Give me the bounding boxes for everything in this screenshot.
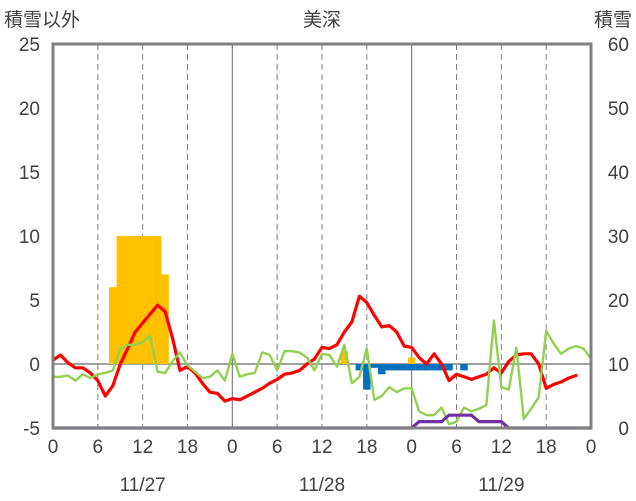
series-line-2	[51, 319, 593, 426]
y-tick-left: 10	[19, 227, 40, 248]
x-tick: 6	[93, 437, 104, 458]
chart-title: 美深	[303, 9, 341, 31]
bar-negative	[422, 364, 431, 371]
x-tick: 0	[48, 437, 59, 458]
bar-negative	[407, 364, 416, 371]
frame-rect	[51, 42, 593, 430]
series-lines	[51, 294, 593, 430]
date-labels: 11/27 11/28 11/29	[120, 475, 525, 496]
bar-negative	[385, 364, 393, 371]
x-tick: 6	[451, 437, 462, 458]
x-tick: 0	[406, 437, 417, 458]
y-tick-left: 5	[29, 291, 40, 312]
y-tick-left: 20	[19, 99, 40, 120]
x-tick: 0	[227, 437, 238, 458]
bar-negative	[370, 364, 379, 368]
y-ticks-right: 60 50 40 30 20 10 0	[608, 35, 629, 440]
bar-positive	[131, 236, 139, 364]
x-tick: 18	[177, 437, 198, 458]
bar-positive	[109, 287, 117, 364]
x-tick: 12	[491, 437, 512, 458]
bar-negative	[378, 364, 386, 375]
bars	[109, 236, 468, 390]
y-tick-right: 0	[618, 419, 629, 440]
y-tick-right: 60	[608, 35, 629, 56]
bar-negative	[415, 364, 423, 371]
date-label: 11/27	[120, 475, 166, 496]
bar-positive	[340, 351, 349, 364]
bar-negative	[430, 364, 438, 371]
y-tick-right: 20	[608, 291, 629, 312]
y-tick-left: 0	[29, 355, 40, 376]
x-tick: 0	[586, 437, 597, 458]
bar-positive	[123, 236, 132, 364]
y-tick-left: 15	[19, 163, 40, 184]
bar-positive	[161, 274, 169, 364]
bar-negative	[400, 364, 408, 371]
y-tick-left: 25	[19, 35, 40, 56]
bar-positive	[138, 236, 147, 364]
x-tick: 12	[132, 437, 153, 458]
bar-positive	[116, 236, 124, 364]
x-tick: 12	[311, 437, 332, 458]
bar-positive	[153, 236, 162, 364]
x-tick: 18	[356, 437, 377, 458]
bar-negative	[460, 364, 468, 371]
x-tick: 6	[272, 437, 283, 458]
bar-negative	[355, 364, 364, 371]
series-line-3	[51, 413, 593, 430]
y-tick-right: 40	[608, 163, 629, 184]
bar-negative	[445, 364, 453, 371]
y-tick-right: 10	[608, 355, 629, 376]
x-tick: 18	[536, 437, 557, 458]
plot-frame	[51, 42, 593, 430]
y-tick-left: -5	[23, 419, 40, 440]
bar-positive	[407, 357, 416, 364]
date-label: 11/29	[478, 475, 524, 496]
bar-negative	[363, 364, 371, 390]
bar-positive	[146, 236, 154, 364]
date-label: 11/28	[299, 475, 345, 496]
left-axis-label: 積雪以外	[4, 9, 80, 31]
y-tick-right: 50	[608, 99, 629, 120]
bar-negative	[392, 364, 401, 371]
y-tick-right: 30	[608, 227, 629, 248]
x-ticks: 0 6 12 18 0 6 12 18 0 6 12 18 0	[48, 437, 597, 458]
y-ticks-left: 25 20 15 10 5 0 -5	[19, 35, 40, 440]
right-axis-label: 積雪	[594, 9, 632, 31]
